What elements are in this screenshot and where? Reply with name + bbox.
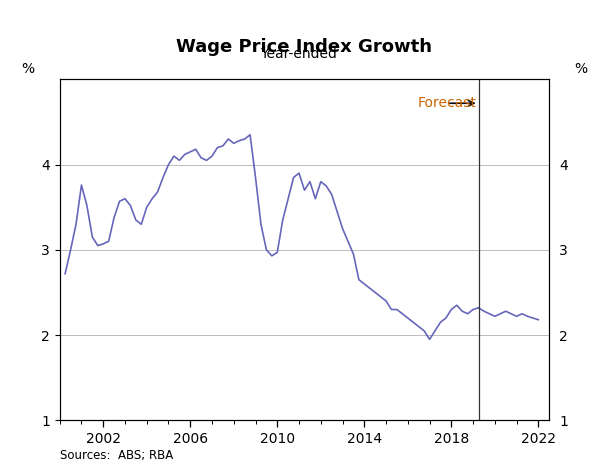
Text: %: % <box>21 62 35 76</box>
Text: %: % <box>574 62 587 76</box>
Text: Sources:  ABS; RBA: Sources: ABS; RBA <box>60 449 173 462</box>
Text: Year-ended: Year-ended <box>260 47 337 61</box>
Title: Wage Price Index Growth: Wage Price Index Growth <box>177 38 432 56</box>
Text: Forecast: Forecast <box>418 96 476 110</box>
